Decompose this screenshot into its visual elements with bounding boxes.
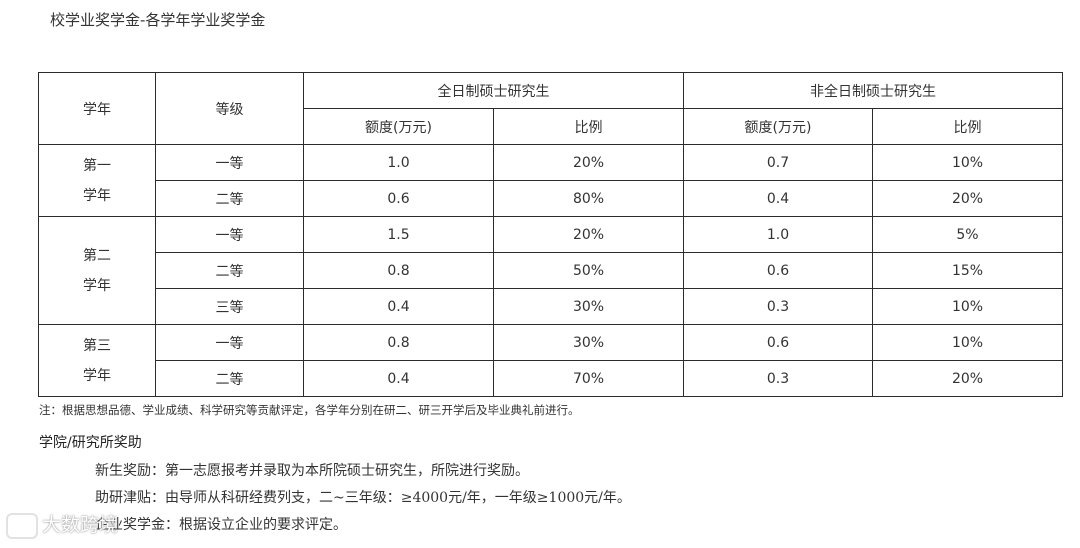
parttime-ratio-cell: 15%: [872, 252, 1063, 289]
fulltime-amount-cell: 1.0: [303, 144, 494, 181]
year-label-line1: 第一: [83, 157, 111, 174]
parttime-amount-cell: 0.3: [683, 288, 873, 325]
fulltime-ratio-cell: 20%: [493, 216, 684, 253]
header-fulltime-amount: 额度(万元): [303, 108, 494, 145]
year-cell: 第三 学年: [38, 324, 156, 397]
fulltime-ratio-cell: 50%: [493, 252, 684, 289]
parttime-ratio-cell: 10%: [872, 324, 1063, 361]
table-row: 第三 学年 一等 0.8 30% 0.6 10%: [38, 324, 1063, 397]
chat-bubble-icon: [6, 512, 38, 539]
parttime-amount-cell: 0.7: [683, 144, 873, 181]
parttime-amount-cell: 0.6: [683, 252, 873, 289]
level-cell: 一等: [155, 144, 304, 181]
table-row: 三等 0.4 30% 0.3 10%: [39, 288, 1063, 325]
year-cell: 第二 学年: [38, 216, 156, 325]
fulltime-amount-cell: 1.5: [303, 216, 494, 253]
fulltime-ratio-cell: 30%: [493, 324, 684, 361]
table-row: 第一 学年 一等 1.0 20% 0.7 10%: [38, 144, 1063, 217]
watermark: 大数跨境: [6, 510, 118, 539]
header-fulltime-ratio: 比例: [493, 108, 684, 145]
year-label-line2: 学年: [83, 367, 111, 384]
header-level: 等级: [155, 72, 304, 145]
info-line-research-allowance: 助研津贴：由导师从科研经费列支，二~三年级：≥4000元/年，一年级≥1000元…: [95, 490, 631, 506]
parttime-amount-cell: 0.6: [683, 324, 873, 361]
page-title: 校学业奖学金-各学年学业奖学金: [50, 11, 266, 29]
fulltime-ratio-cell: 30%: [493, 288, 684, 325]
table-row: 二等 0.4 70% 0.3 20%: [39, 360, 1063, 397]
year-cell: 第一 学年: [38, 144, 156, 217]
fulltime-amount-cell: 0.6: [303, 180, 494, 217]
fulltime-ratio-cell: 80%: [493, 180, 684, 217]
fulltime-amount-cell: 0.4: [303, 360, 494, 397]
year-label-line1: 第三: [83, 337, 111, 354]
fulltime-amount-cell: 0.8: [303, 252, 494, 289]
parttime-ratio-cell: 20%: [872, 360, 1063, 397]
header-parttime: 非全日制硕士研究生: [683, 72, 1063, 109]
table-row: 二等 0.8 50% 0.6 15%: [39, 252, 1063, 289]
parttime-amount-cell: 0.3: [683, 360, 873, 397]
parttime-ratio-cell: 10%: [872, 144, 1063, 181]
parttime-amount-cell: 0.4: [683, 180, 873, 217]
year-label-line2: 学年: [83, 187, 111, 204]
table-row: 第二 学年 一等 1.5 20% 1.0 5%: [38, 216, 1063, 325]
level-cell: 二等: [155, 252, 304, 289]
level-cell: 一等: [155, 216, 304, 253]
parttime-ratio-cell: 10%: [872, 288, 1063, 325]
table-note: 注：根据思想品德、学业成绩、科学研究等贡献评定，各学年分别在研二、研三开学后及毕…: [39, 403, 580, 417]
info-line-freshman-award: 新生奖励：第一志愿报考并录取为本所院硕士研究生，所院进行奖励。: [95, 463, 529, 479]
year-label-line1: 第二: [83, 247, 111, 264]
fulltime-amount-cell: 0.4: [303, 288, 494, 325]
header-fulltime: 全日制硕士研究生: [303, 72, 684, 109]
level-cell: 三等: [155, 288, 304, 325]
parttime-ratio-cell: 5%: [872, 216, 1063, 253]
fulltime-ratio-cell: 70%: [493, 360, 684, 397]
scholarship-table: 学年 等级 全日制硕士研究生 非全日制硕士研究生 额度(万元) 比例 额度(万元…: [38, 72, 1063, 397]
watermark-text: 大数跨境: [42, 514, 119, 536]
header-parttime-amount: 额度(万元): [683, 108, 873, 145]
info-line-enterprise-scholarship: 企业奖学金：根据设立企业的要求评定。: [95, 517, 347, 533]
parttime-ratio-cell: 20%: [872, 180, 1063, 217]
year-label-line2: 学年: [83, 277, 111, 294]
level-cell: 一等: [155, 324, 304, 361]
parttime-amount-cell: 1.0: [683, 216, 873, 253]
section-title: 学院/研究所奖助: [39, 435, 142, 451]
fulltime-amount-cell: 0.8: [303, 324, 494, 361]
level-cell: 二等: [155, 360, 304, 397]
table-row: 二等 0.6 80% 0.4 20%: [39, 180, 1063, 217]
fulltime-ratio-cell: 20%: [493, 144, 684, 181]
header-year: 学年: [38, 72, 156, 145]
level-cell: 二等: [155, 180, 304, 217]
header-parttime-ratio: 比例: [872, 108, 1063, 145]
